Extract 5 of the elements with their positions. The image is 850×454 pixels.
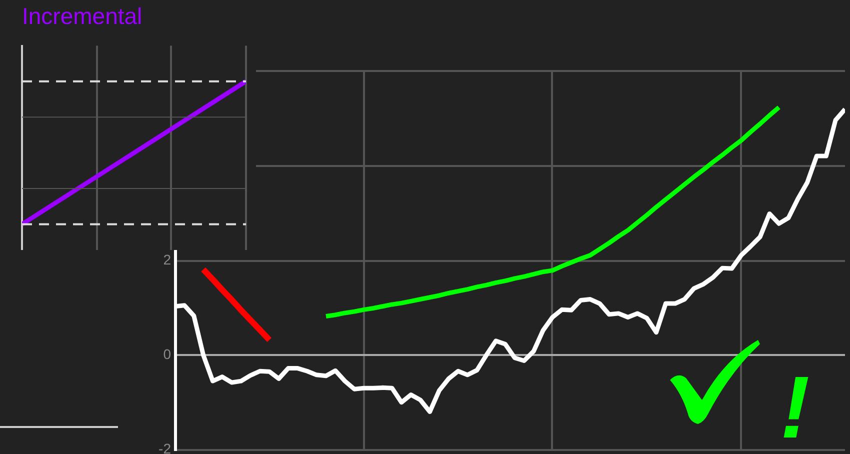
chart-title: Incremental (22, 3, 142, 30)
annotation: ! (780, 358, 810, 454)
y-tick-label: -2 (158, 440, 172, 454)
y-tick-label: 2 (163, 251, 172, 268)
y-tick-label: 0 (163, 346, 172, 362)
